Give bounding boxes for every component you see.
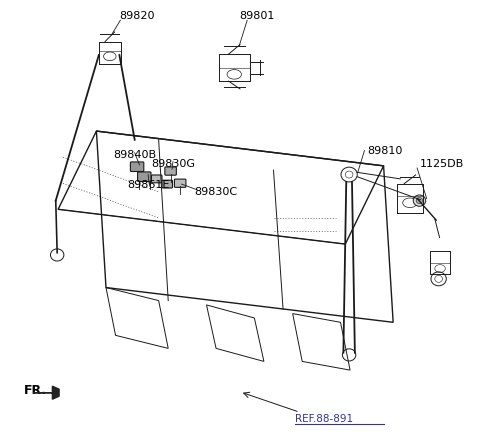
FancyBboxPatch shape (131, 162, 144, 171)
Text: 89810: 89810 (367, 146, 402, 156)
Text: 89840B: 89840B (113, 150, 156, 160)
Polygon shape (33, 386, 59, 399)
Circle shape (416, 198, 423, 204)
Circle shape (413, 195, 426, 206)
Text: 89830G: 89830G (152, 159, 195, 169)
Text: 1125DB: 1125DB (420, 159, 464, 169)
FancyBboxPatch shape (162, 180, 172, 188)
FancyBboxPatch shape (165, 167, 176, 175)
Text: FR.: FR. (24, 385, 47, 398)
Text: 89861E: 89861E (128, 181, 170, 191)
Text: 89820: 89820 (120, 11, 155, 21)
Text: 89801: 89801 (239, 11, 275, 21)
Text: REF.88-891: REF.88-891 (295, 414, 353, 424)
Text: 89830C: 89830C (194, 187, 238, 197)
FancyBboxPatch shape (152, 175, 162, 183)
FancyBboxPatch shape (138, 172, 151, 181)
FancyBboxPatch shape (174, 179, 186, 187)
